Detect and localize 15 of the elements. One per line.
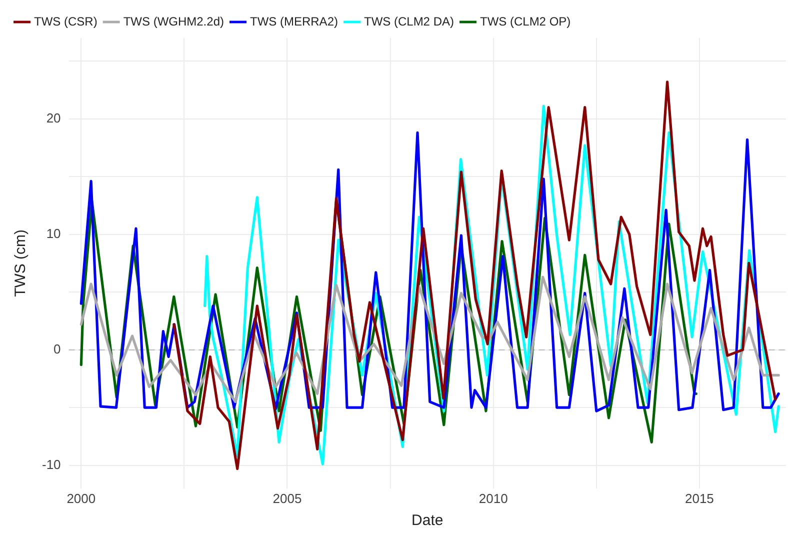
y-tick-label: 10: [46, 226, 61, 241]
x-tick-label: 2005: [272, 490, 302, 506]
y-axis-title: TWS (cm): [12, 229, 30, 297]
y-tick-label: -10: [42, 456, 61, 472]
legend-label: TWS (MERRA2): [250, 14, 338, 28]
legend-label: TWS (WGHM2.2d): [123, 14, 224, 28]
x-axis-title: Date: [412, 512, 444, 530]
legend-label: TWS (CSR): [34, 14, 98, 28]
y-tick-label: 20: [46, 110, 61, 126]
x-tick-label: 2010: [478, 490, 508, 506]
x-tick-label: 2015: [684, 490, 714, 506]
x-tick-label: 2000: [66, 490, 96, 506]
y-tick-label: 0: [54, 341, 61, 356]
legend-label: TWS (CLM2 OP): [480, 14, 571, 28]
legend-label: TWS (CLM2 DA): [364, 14, 454, 28]
